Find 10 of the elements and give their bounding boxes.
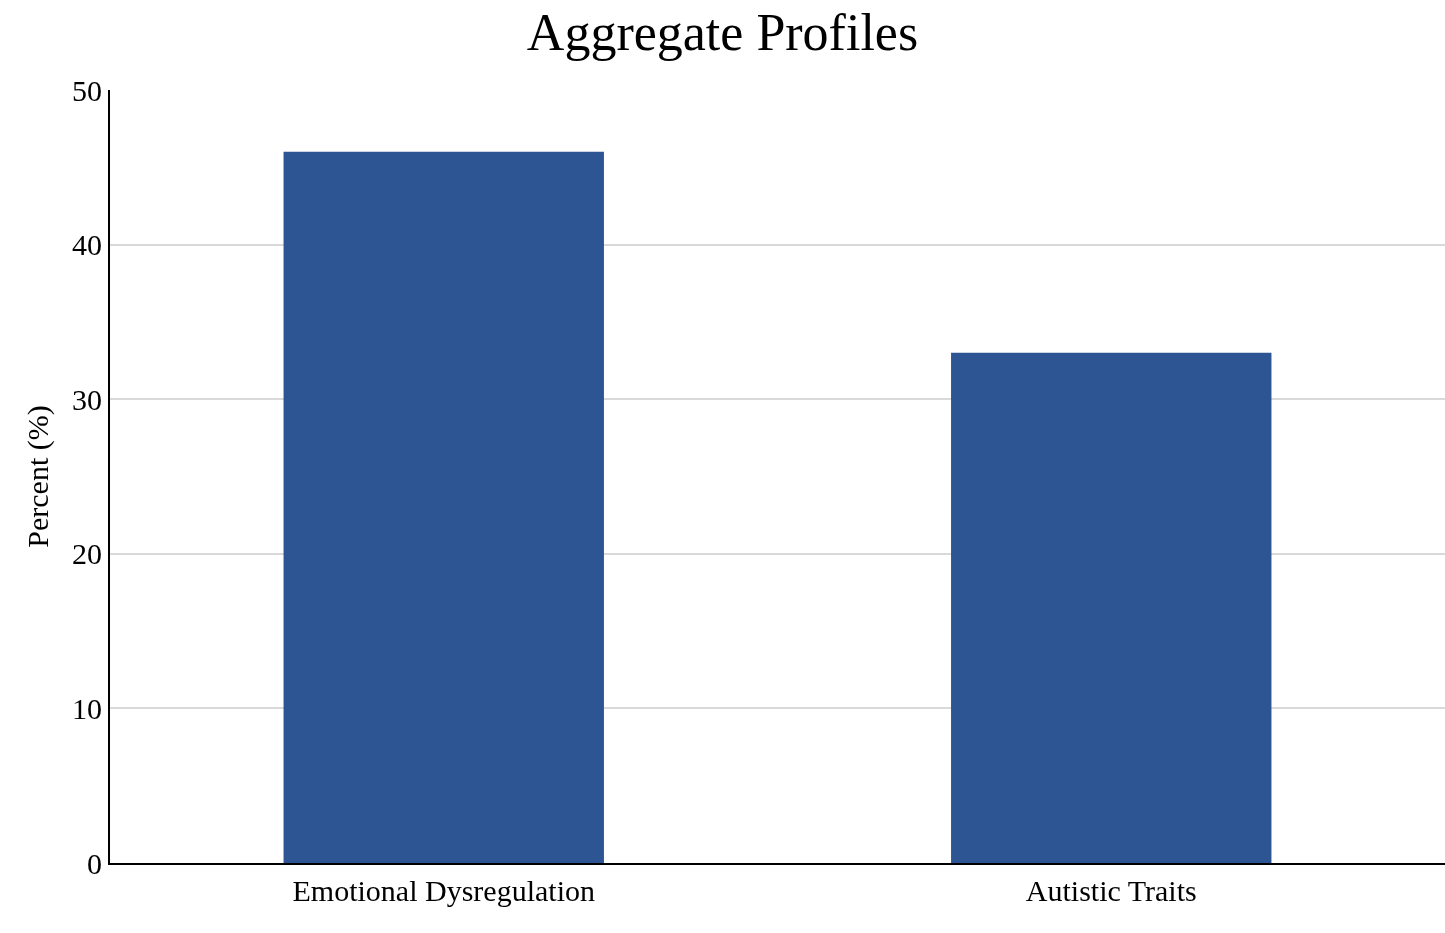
- x-tick-label: Autistic Traits: [1025, 874, 1197, 907]
- y-tick-label: 0: [87, 846, 102, 880]
- x-tick-label: Emotional Dysregulation: [292, 874, 595, 907]
- y-tick-label: 40: [72, 228, 102, 262]
- y-axis-title: Percent (%): [20, 405, 55, 548]
- y-tick-label: 10: [72, 691, 102, 725]
- y-tick-label: 30: [72, 382, 102, 416]
- y-tick-label: 20: [72, 537, 102, 571]
- y-tick-label: 50: [72, 73, 102, 107]
- chart-title: Aggregate Profiles: [526, 4, 919, 62]
